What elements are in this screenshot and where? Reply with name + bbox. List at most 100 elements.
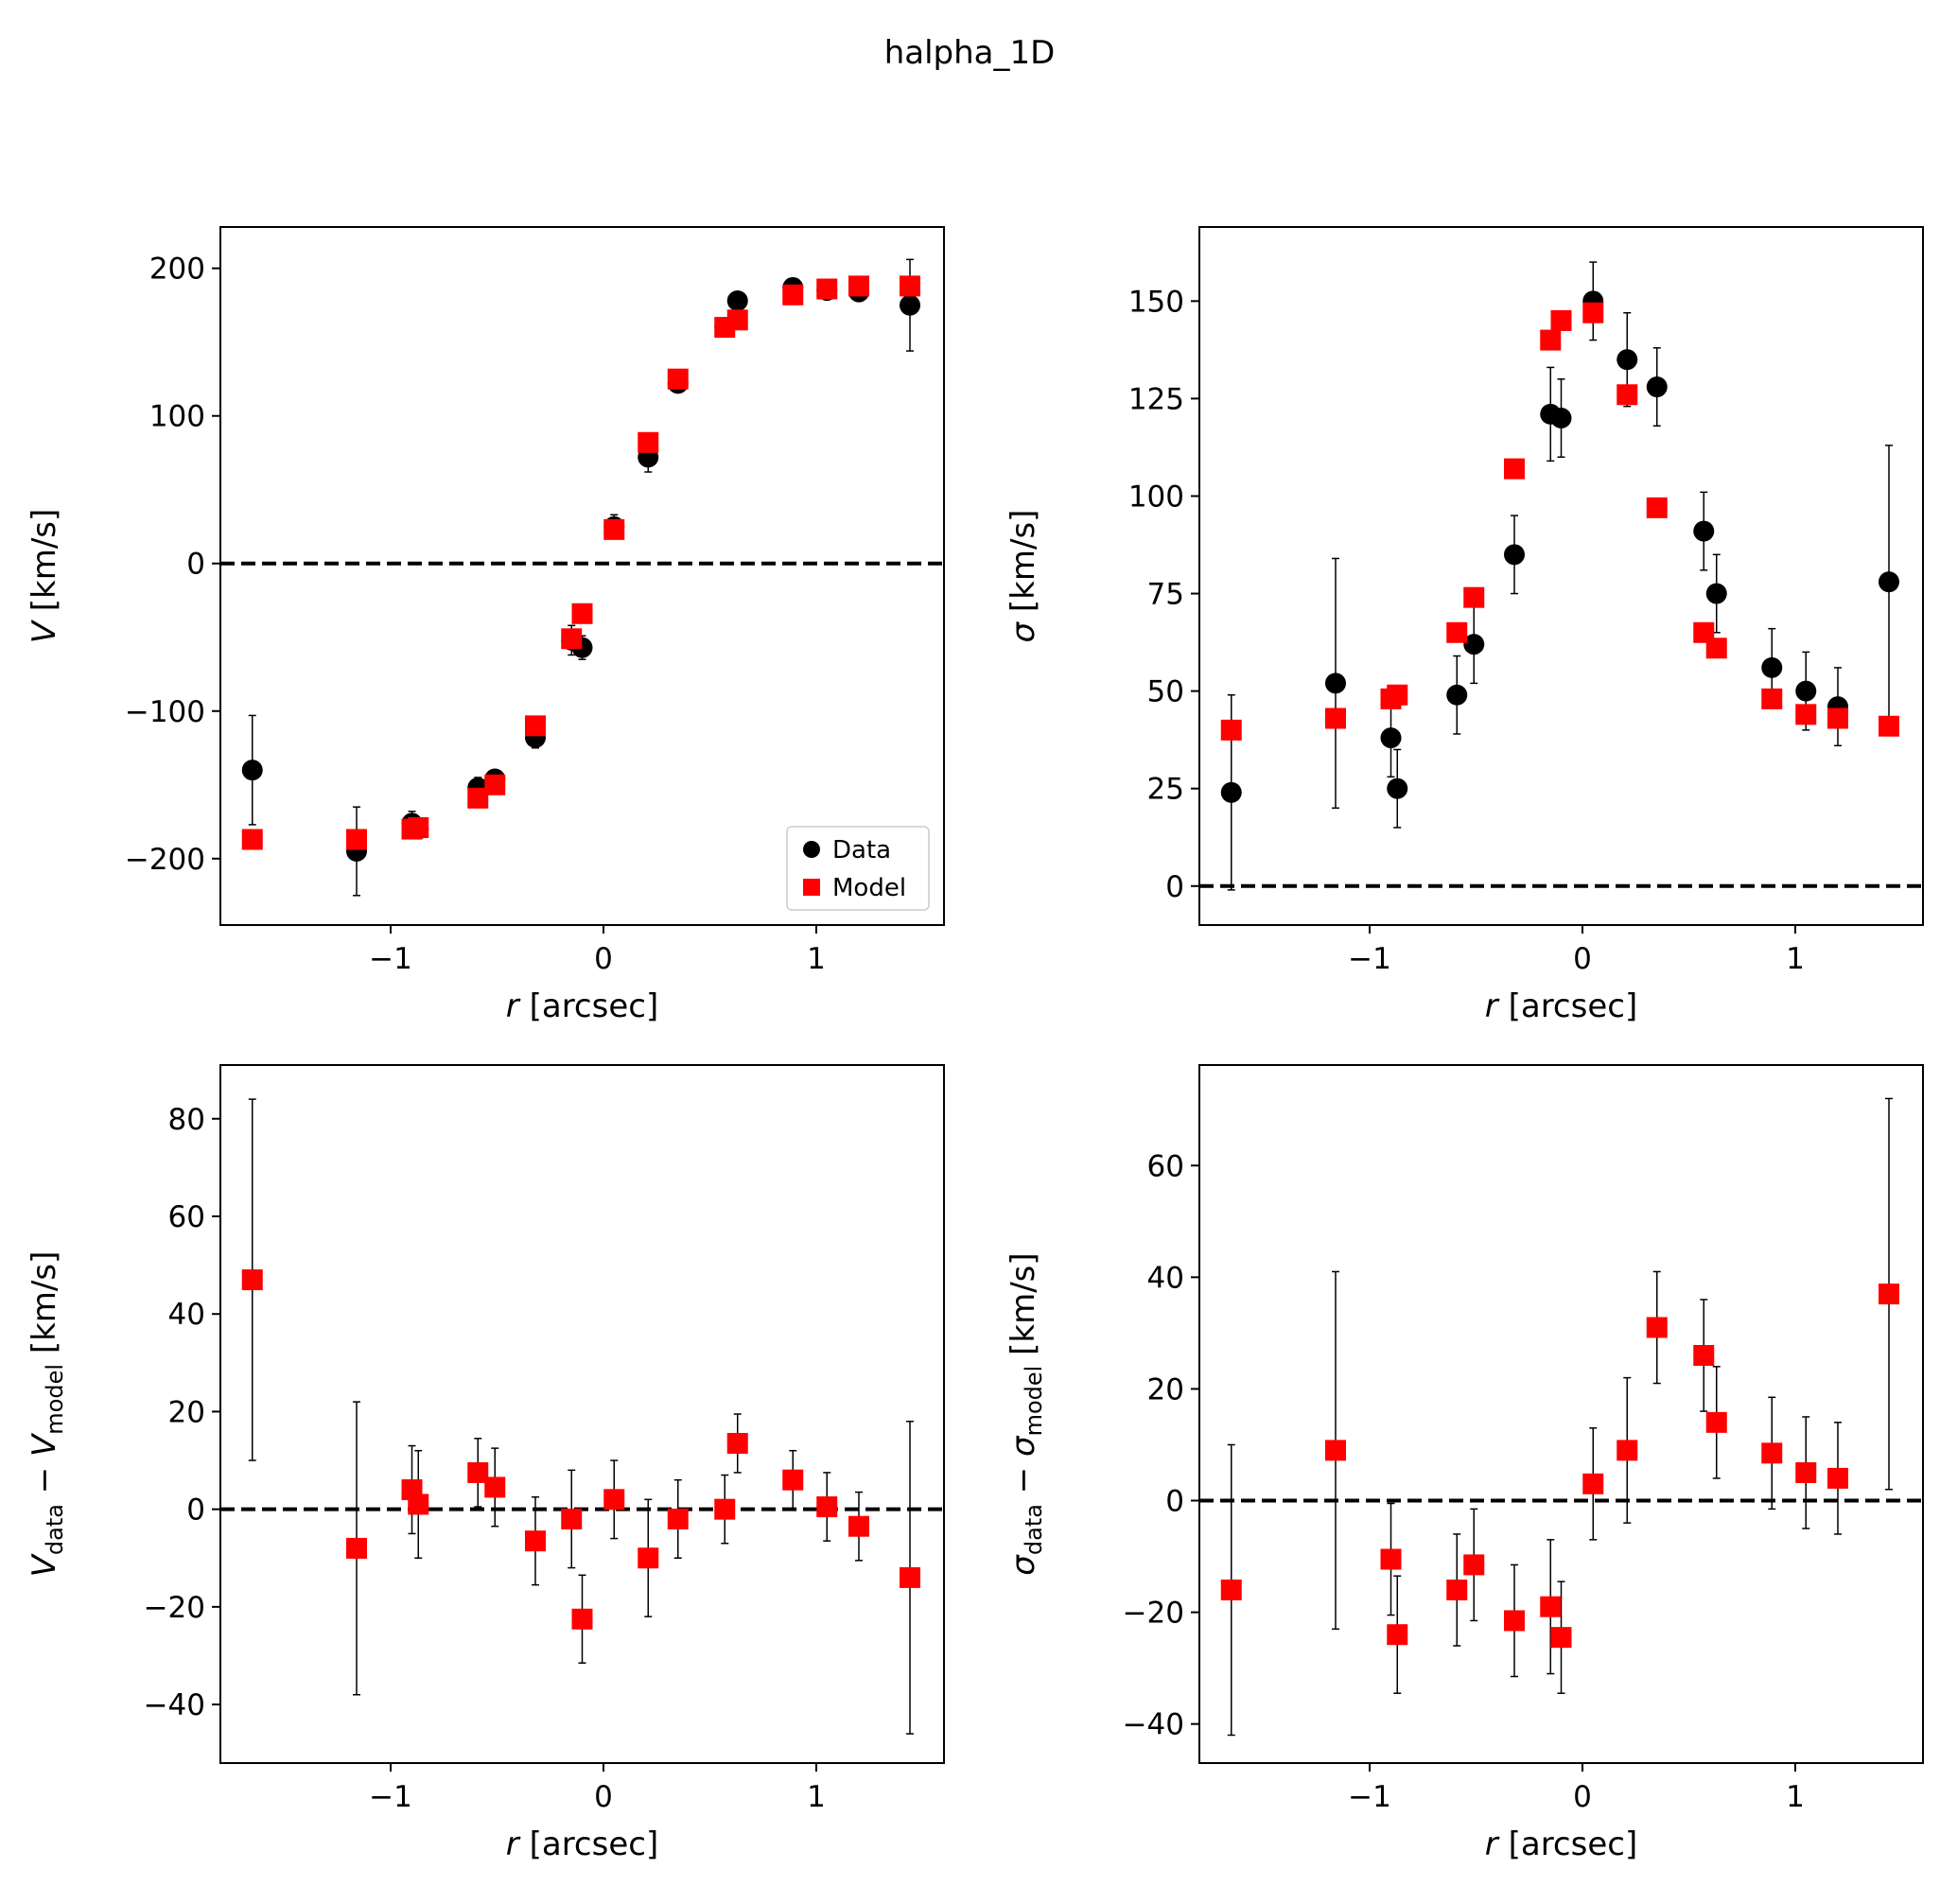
model-point-square [1646, 497, 1668, 518]
y-tick-label: 50 [1147, 675, 1184, 709]
model-point-square [667, 368, 689, 390]
model-point-square [1879, 1284, 1899, 1305]
y-tick-label: −40 [144, 1688, 205, 1722]
model-point-square [782, 1469, 804, 1491]
model-point-square [1550, 1627, 1572, 1649]
model-point-square [726, 309, 748, 331]
data-point-circle [1387, 777, 1408, 799]
y-tick-label: 0 [1165, 1485, 1184, 1519]
model-point-square [1540, 329, 1562, 351]
model-point-square [900, 1566, 920, 1588]
legend-marker-data [803, 841, 820, 858]
panel-velocity_residual: −1 0 1 −40 −20 0 20 40 60 80 r [arcsec] Vdata − Vmo… [26, 1064, 945, 1863]
y-tick-label: 0 [186, 548, 205, 582]
legend-frame [786, 826, 930, 911]
model-point-square [900, 275, 920, 297]
model-point-square [1325, 707, 1346, 729]
data-point-circle [1463, 634, 1485, 655]
legend-label: Data [832, 836, 891, 865]
figure-title: halpha_1D [884, 34, 1056, 72]
model-point-square [816, 1496, 838, 1518]
axes-frame [1198, 1064, 1924, 1764]
model-point-square [1617, 1440, 1638, 1461]
model-point-square [241, 829, 263, 850]
model-point-square [1582, 302, 1604, 323]
model-point-square [782, 284, 804, 306]
model-point-square [603, 518, 625, 540]
model-point-square [1879, 715, 1899, 737]
y-tick-label: 60 [1147, 1149, 1184, 1183]
model-point-square [1325, 1440, 1346, 1461]
y-tick-label: 25 [1147, 773, 1184, 807]
model-point-square [848, 1515, 869, 1537]
legend: Data Model [786, 826, 930, 911]
axes-frame [219, 1064, 945, 1764]
model-point-square [346, 829, 367, 850]
model-point-square [484, 1476, 506, 1498]
data-point-circle [1646, 376, 1668, 398]
y-tick-label: 0 [1165, 870, 1184, 904]
legend-marker-model [803, 879, 820, 896]
model-point-square [571, 603, 593, 624]
model-point-square [1827, 1467, 1848, 1489]
model-point-square [1387, 1624, 1408, 1646]
data-point-circle [1220, 781, 1242, 803]
axes-frame [219, 226, 945, 926]
x-tick-label: −1 [369, 1780, 412, 1814]
x-tick-label: 1 [807, 1780, 826, 1814]
x-tick-label: −1 [1348, 1780, 1391, 1814]
model-point-square [816, 278, 838, 300]
y-tick-label: 0 [186, 1494, 205, 1528]
y-tick-label: −20 [1123, 1597, 1184, 1631]
plot-area [1199, 261, 1923, 891]
axes-frame [1198, 226, 1924, 926]
data-point-circle [1705, 583, 1727, 604]
x-tick-label: 0 [594, 1780, 613, 1814]
y-tick-label: −40 [1123, 1708, 1184, 1742]
model-point-square [467, 1461, 489, 1483]
plot-area [220, 258, 944, 897]
model-point-square [408, 1494, 429, 1515]
data-point-circle [726, 290, 748, 312]
y-tick-label: −200 [125, 843, 205, 877]
model-point-square [571, 1608, 593, 1630]
data-point-circle [1761, 656, 1783, 678]
model-point-square [1463, 1554, 1485, 1576]
x-tick-label: 1 [1786, 1780, 1805, 1814]
legend-label: Model [832, 874, 906, 902]
plot-area [1199, 1097, 1923, 1737]
model-point-square [848, 275, 869, 297]
model-point-square [603, 1489, 625, 1511]
panel-dispersion: −1 0 1 0 25 50 75 100 125 150 r [arcsec] σ [km/s] [1005, 226, 1924, 1025]
y-tick-label: 100 [149, 400, 205, 434]
model-point-square [1387, 684, 1408, 706]
x-tick-label: 1 [1786, 942, 1805, 976]
model-point-square [561, 628, 583, 650]
data-point-circle [1795, 680, 1817, 702]
model-point-square [638, 431, 659, 453]
model-point-square [1827, 707, 1848, 729]
model-point-square [525, 715, 546, 737]
model-point-square [484, 774, 506, 795]
y-tick-label: 40 [168, 1298, 205, 1332]
data-point-circle [1693, 520, 1715, 542]
model-point-square [1446, 1579, 1468, 1600]
plot-area [220, 1098, 944, 1735]
panel-velocity: −1 0 1 −200 −100 0 100 200 r [arcsec] V [km/s] Dat… [26, 226, 945, 1025]
model-point-square [467, 787, 489, 809]
model-point-square [1463, 586, 1485, 608]
y-axis-label: Vdata − Vmodel [km/s] [26, 1251, 68, 1578]
model-point-square [1705, 1411, 1727, 1433]
x-tick-label: 0 [594, 942, 613, 976]
model-point-square [1220, 1579, 1242, 1600]
model-point-square [1617, 384, 1638, 406]
model-point-square [1705, 638, 1727, 659]
model-point-square [1220, 719, 1242, 741]
y-tick-label: 40 [1147, 1261, 1184, 1295]
model-point-square [1582, 1473, 1604, 1494]
data-point-circle [1617, 349, 1638, 371]
data-point-circle [1504, 544, 1525, 566]
model-point-square [714, 1498, 736, 1520]
data-point-circle [241, 760, 263, 781]
